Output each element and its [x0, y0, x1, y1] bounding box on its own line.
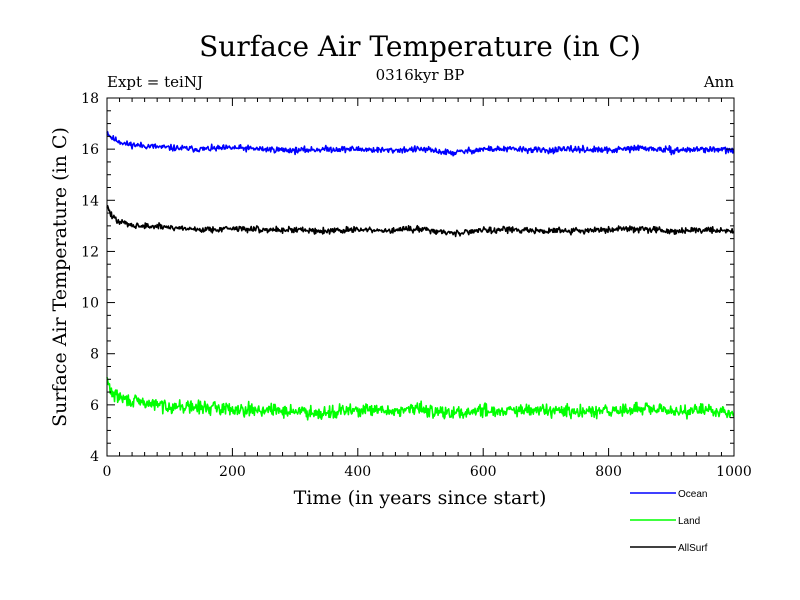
series-line-land — [106, 376, 735, 421]
y-tick-label: 12 — [81, 244, 99, 260]
series-layer — [106, 131, 735, 421]
x-tick-label: 200 — [219, 464, 246, 480]
legend-label-allsurf: AllSurf — [678, 543, 708, 554]
season-label: Ann — [703, 73, 734, 91]
x-tick-label: 400 — [344, 464, 371, 480]
series-line-ocean — [106, 131, 735, 157]
y-tick-label: 10 — [81, 296, 99, 312]
x-tick-label: 600 — [470, 464, 497, 480]
y-tick-label: 14 — [81, 193, 99, 209]
y-tick-label: 6 — [90, 398, 99, 414]
x-tick-label: 1000 — [716, 464, 752, 480]
y-axis-label: Surface Air Temperature (in C) — [49, 127, 71, 427]
chart-title: Surface Air Temperature (in C) — [199, 30, 641, 63]
x-tick-label: 0 — [103, 464, 112, 480]
legend: Ocean Land AllSurf — [630, 489, 708, 554]
y-tick-label: 18 — [81, 91, 99, 107]
plot-frame — [106, 97, 735, 457]
y-tick-label: 4 — [90, 449, 99, 465]
experiment-label: Expt = teiNJ — [107, 73, 203, 91]
chart-subtitle: 0316kyr BP — [376, 66, 465, 84]
y-tick-label: 16 — [81, 142, 99, 158]
x-axis-label: Time (in years since start) — [294, 487, 547, 509]
axis-ticks: 0 200 400 600 800 1000 4 6 8 10 12 14 16 18 — [81, 91, 752, 480]
legend-label-ocean: Ocean — [678, 489, 707, 500]
series-line-allsurf — [106, 204, 735, 238]
y-tick-label: 8 — [90, 347, 99, 363]
legend-label-land: Land — [678, 516, 700, 527]
x-tick-label: 800 — [595, 464, 622, 480]
